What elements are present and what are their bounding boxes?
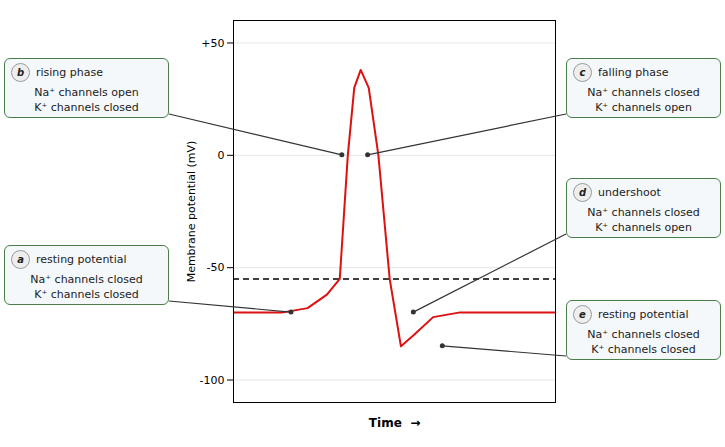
html-text:resting potential: resting potential [36,253,127,266]
html-text:undershoot: undershoot [598,186,661,199]
svg-text:+50: +50 [201,36,224,49]
html-text:Na⁺ channels closed: Na⁺ channels closed [587,206,700,219]
svg-text:0: 0 [218,149,225,162]
html-text:Na⁺ channels closed: Na⁺ channels closed [587,86,700,99]
html-text:K⁺ channels open: K⁺ channels open [595,101,692,114]
html-text:K⁺ channels closed: K⁺ channels closed [34,288,139,301]
html-text:b: b [16,67,25,78]
html-text:Na⁺ channels open: Na⁺ channels open [34,86,139,99]
html-text:rising phase: rising phase [36,66,103,79]
svg-text:Time →: Time → [369,416,420,430]
html-text:resting potential: resting potential [598,308,689,321]
html-text:K⁺ channels closed: K⁺ channels closed [34,101,139,114]
html-text:Na⁺ channels closed: Na⁺ channels closed [587,328,700,341]
html-text:c: c [579,67,586,78]
svg-text:-100: -100 [200,374,225,387]
html-text:K⁺ channels closed: K⁺ channels closed [591,343,696,356]
html-text:d: d [578,187,587,198]
svg-text:-50: -50 [207,261,225,274]
html-text:Na⁺ channels closed: Na⁺ channels closed [30,273,143,286]
html-text:K⁺ channels open: K⁺ channels open [595,221,692,234]
html-text:e: e [579,309,586,320]
html-text:falling phase: falling phase [598,66,669,79]
svg-text:Membrane potential (mV): Membrane potential (mV) [185,141,198,283]
html-text:a: a [17,254,24,265]
